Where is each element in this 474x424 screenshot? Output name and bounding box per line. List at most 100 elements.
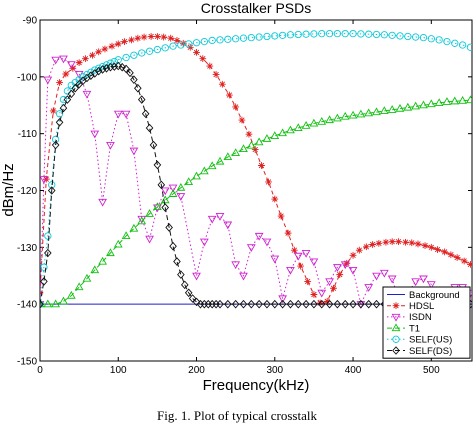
data-point-t1 — [184, 177, 194, 186]
legend-label-t1: T1 — [409, 323, 420, 334]
data-point-self-us — [388, 31, 396, 39]
series-t1 — [40, 95, 472, 308]
data-point-self-us — [325, 29, 334, 38]
data-point-hdsl — [238, 116, 246, 124]
series-line-self-ds — [40, 65, 471, 305]
data-point-hdsl — [95, 48, 103, 56]
y-tick-label: -120 — [17, 186, 37, 197]
data-point-self-ds — [94, 66, 103, 76]
data-point-self-us — [341, 29, 349, 38]
data-point-hdsl — [362, 243, 370, 251]
data-point-self-us — [177, 41, 185, 49]
data-point-isdn — [239, 272, 248, 281]
y-tick-label: -130 — [17, 243, 37, 254]
data-point-hdsl — [447, 251, 455, 259]
figure-caption: Fig. 1. Plot of typical crosstalk — [157, 408, 317, 423]
series-line-isdn — [40, 58, 471, 306]
data-point-hdsl — [310, 291, 318, 298]
legend-label-hdsl: HDSL — [409, 301, 434, 312]
data-point-t1 — [419, 100, 428, 109]
data-point-hdsl — [408, 239, 416, 247]
data-point-self-ds — [134, 83, 142, 93]
data-point-t1 — [372, 107, 381, 116]
data-point-isdn — [176, 193, 186, 201]
data-point-self-us — [91, 66, 99, 74]
data-point-self-us — [153, 45, 162, 54]
data-point-hdsl — [128, 36, 135, 44]
data-point-t1 — [40, 299, 45, 308]
data-point-t1 — [66, 290, 76, 299]
x-tick-label: 0 — [37, 365, 43, 376]
data-point-isdn — [129, 147, 139, 156]
data-point-hdsl — [225, 91, 233, 99]
data-point-self-us — [427, 35, 435, 43]
x-tick-label: 200 — [188, 365, 205, 376]
data-point-hdsl — [330, 284, 337, 292]
data-point-isdn — [379, 269, 389, 278]
data-point-t1 — [43, 299, 53, 308]
data-point-self-us — [396, 32, 404, 40]
data-point-self-us — [271, 32, 279, 40]
data-point-self-ds — [192, 297, 201, 307]
data-point-self-us — [200, 37, 208, 46]
data-point-self-ds — [137, 95, 146, 104]
data-point-self-ds — [44, 248, 52, 258]
psd-chart: Crosstalker PSDs 0 100 200 300 400 500 -150 -14… — [0, 0, 473, 394]
data-point-t1 — [153, 202, 162, 211]
data-point-self-ds — [98, 65, 107, 74]
data-point-self-ds — [239, 299, 248, 309]
legend-marker-hdsl — [392, 302, 400, 310]
data-point-t1 — [333, 113, 342, 122]
data-point-self-us — [318, 29, 326, 38]
data-point-t1 — [106, 248, 115, 257]
data-point-self-ds — [184, 288, 193, 298]
data-point-t1 — [192, 171, 201, 180]
data-point-t1 — [403, 102, 413, 111]
data-point-self-ds — [317, 299, 326, 309]
data-point-isdn — [411, 278, 421, 287]
data-point-self-us — [435, 36, 443, 44]
data-point-hdsl — [349, 251, 357, 259]
data-point-hdsl — [323, 297, 331, 305]
data-point-isdn — [223, 221, 233, 230]
data-point-hdsl — [49, 107, 57, 115]
x-tick-label: 300 — [266, 365, 283, 376]
data-point-isdn — [231, 261, 241, 270]
x-axis-title: Frequency(kHz) — [203, 377, 310, 394]
data-point-self-us — [310, 30, 318, 38]
data-point-self-ds — [231, 299, 240, 309]
y-axis-title: dBm/Hz — [0, 163, 17, 216]
chart-title: Crosstalker PSDs — [201, 0, 311, 16]
data-point-self-us — [239, 34, 248, 42]
data-point-t1 — [356, 109, 366, 118]
data-point-self-ds — [122, 64, 130, 74]
legend-label-self-ds: SELF(DS) — [409, 346, 452, 357]
data-point-isdn — [199, 238, 209, 247]
data-point-isdn — [40, 301, 45, 309]
data-point-t1 — [82, 273, 92, 282]
data-point-self-us — [466, 43, 472, 51]
data-point-self-us — [302, 30, 310, 38]
data-point-t1 — [207, 161, 217, 170]
data-point-self-ds — [141, 109, 150, 119]
data-point-self-us — [192, 39, 201, 47]
data-point-hdsl — [232, 103, 240, 111]
data-point-self-ds — [59, 103, 68, 113]
data-point-t1 — [379, 106, 389, 114]
legend-marker-self-us — [392, 335, 400, 343]
data-point-hdsl — [101, 45, 109, 53]
data-point-hdsl — [460, 257, 468, 265]
data-point-self-us — [224, 35, 232, 43]
data-point-t1 — [434, 98, 444, 107]
data-point-t1 — [293, 123, 303, 132]
data-point-t1 — [98, 256, 107, 265]
data-point-self-us — [443, 37, 451, 46]
data-point-self-ds — [63, 95, 72, 104]
data-point-self-ds — [177, 270, 185, 279]
data-point-self-us — [380, 31, 388, 39]
data-point-self-ds — [130, 75, 138, 84]
data-point-self-ds — [278, 299, 287, 309]
data-point-self-ds — [47, 186, 56, 195]
x-tick-label: 400 — [345, 365, 362, 376]
data-point-isdn — [90, 130, 100, 139]
